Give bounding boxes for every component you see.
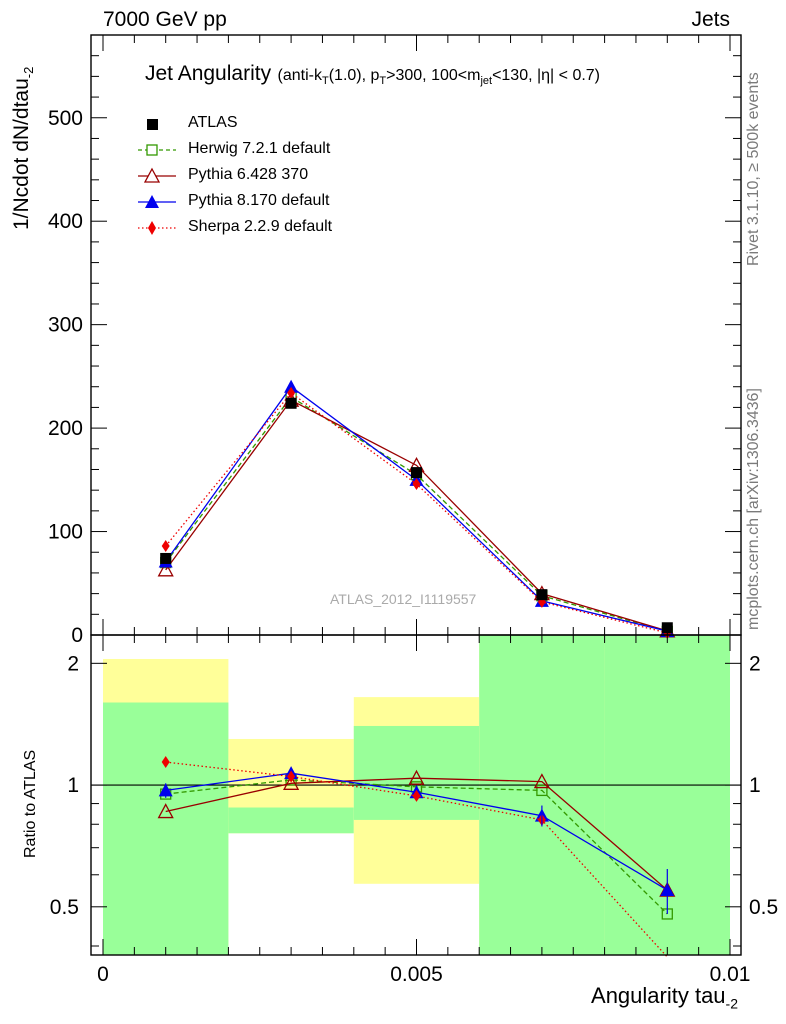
title-sub-part: >300, 100<m [386, 67, 481, 84]
legend-marker-atlas [147, 119, 158, 130]
legend-marker-herwig [138, 144, 176, 156]
marker-pythia6 [408, 769, 425, 785]
marker-pythia6 [157, 561, 174, 577]
title-sub-kt: T [321, 75, 329, 88]
legend-entry-sherpa: Sherpa 2.2.9 default [138, 217, 398, 239]
marker-atlas [160, 552, 172, 564]
y-axis-label-text: 1/Ncdot dN/dtau [10, 78, 33, 230]
marker-sherpa [287, 386, 296, 399]
legend-label: ATLAS [188, 114, 238, 131]
marker-atlas [411, 467, 422, 479]
marker-pythia6 [157, 803, 174, 819]
y-tick-label-main: 300 [48, 314, 83, 337]
legend-marker-pythia6 [138, 167, 176, 183]
axes-group: 0 100 200 300 400 500 0.5 0.5 1 1 2 2 0 0.005 0.01 [48, 34, 778, 986]
marker-atlas [536, 589, 548, 601]
x-axis-label-text: Angularity tau [591, 983, 726, 1008]
title-sub-pt: T [379, 75, 387, 88]
legend-entry-pythia8: Pythia 8.170 default [138, 191, 398, 213]
marker-sherpa [161, 756, 170, 769]
chart-title: Jet Angularity (anti-kT(1.0), pT>300, 10… [145, 62, 600, 87]
main-line-pythia6 [165, 399, 668, 632]
header-left-label: 7000 GeV pp [103, 8, 227, 31]
title-sub-part: <130, |η| < 0.7) [492, 67, 601, 84]
marker-sherpa [412, 477, 421, 490]
y-tick-label-ratio: 0.5 [50, 896, 79, 919]
x-axis-label: Angularity tau-2 [591, 983, 738, 1011]
band-inner-bin [103, 702, 229, 955]
marker-sherpa [287, 770, 296, 783]
x-tick-label: 0.005 [390, 963, 443, 986]
legend-label: Sherpa 2.2.9 default [188, 218, 333, 235]
mcplots-label: mcplots.cern.ch [arXiv:1306.3436] [745, 388, 762, 630]
y-tick-label-main: 100 [48, 521, 83, 544]
legend-label: Herwig 7.2.1 default [188, 140, 331, 157]
y-axis-label-main: 1/Ncdot dN/dtau-2 [10, 67, 36, 230]
y-tick-label-main: 200 [48, 417, 83, 440]
marker-herwig [536, 784, 548, 797]
chart-title-main: Jet Angularity [145, 62, 272, 85]
rivet-version-label: Rivet 3.1.10, ≥ 500k events [745, 72, 762, 266]
y-tick-label-main: 500 [48, 107, 83, 130]
legend-entry-herwig: Herwig 7.2.1 default [138, 139, 398, 161]
marker-sherpa [161, 540, 170, 553]
y-tick-label-main: 0 [71, 624, 83, 647]
title-sub-part: (1.0), p [328, 67, 380, 84]
y-axis-label-ratio: Ratio to ATLAS [22, 749, 39, 858]
legend-entry-pythia6: Pythia 6.428 370 [138, 165, 398, 187]
y-tick-label-main: 400 [48, 210, 83, 233]
marker-pythia8 [284, 379, 299, 393]
title-sub-jet: jet [480, 75, 493, 88]
marker-pythia6 [533, 773, 550, 789]
analysis-watermark: ATLAS_2012_I1119557 [330, 591, 477, 607]
y-tick-label-ratio-right: 1 [749, 774, 761, 797]
y-tick-label-ratio-right: 0.5 [749, 896, 778, 919]
y-axis-label-subscript: -2 [21, 66, 37, 79]
legend-marker-sherpa [138, 221, 176, 235]
x-tick-label: 0.01 [710, 963, 751, 986]
header-right-label: Jets [691, 8, 730, 31]
band-inner-bin [228, 807, 354, 834]
y-tick-label-ratio: 2 [67, 652, 79, 675]
band-inner-bin [353, 725, 480, 820]
legend-entry-atlas: ATLAS [138, 113, 398, 135]
title-sub-part: (anti-k [277, 67, 322, 84]
legend-label: Pythia 8.170 default [188, 192, 330, 209]
x-axis-label-subscript: -2 [725, 995, 738, 1012]
marker-atlas [285, 397, 297, 409]
marker-sherpa [412, 789, 421, 802]
y-tick-label-ratio-right: 2 [749, 652, 761, 675]
x-tick-label: 0 [97, 963, 109, 986]
ratio-series-group [157, 756, 676, 958]
ratio-line-pythia6 [165, 777, 668, 891]
y-tick-label-ratio: 1 [67, 774, 79, 797]
legend-label: Pythia 6.428 370 [188, 166, 309, 183]
chart-title-sub: (anti-kT(1.0), pT>300, 100<mjet<130, |η|… [277, 67, 601, 88]
marker-pythia6 [283, 774, 300, 790]
legend-marker-pythia8 [138, 195, 176, 208]
